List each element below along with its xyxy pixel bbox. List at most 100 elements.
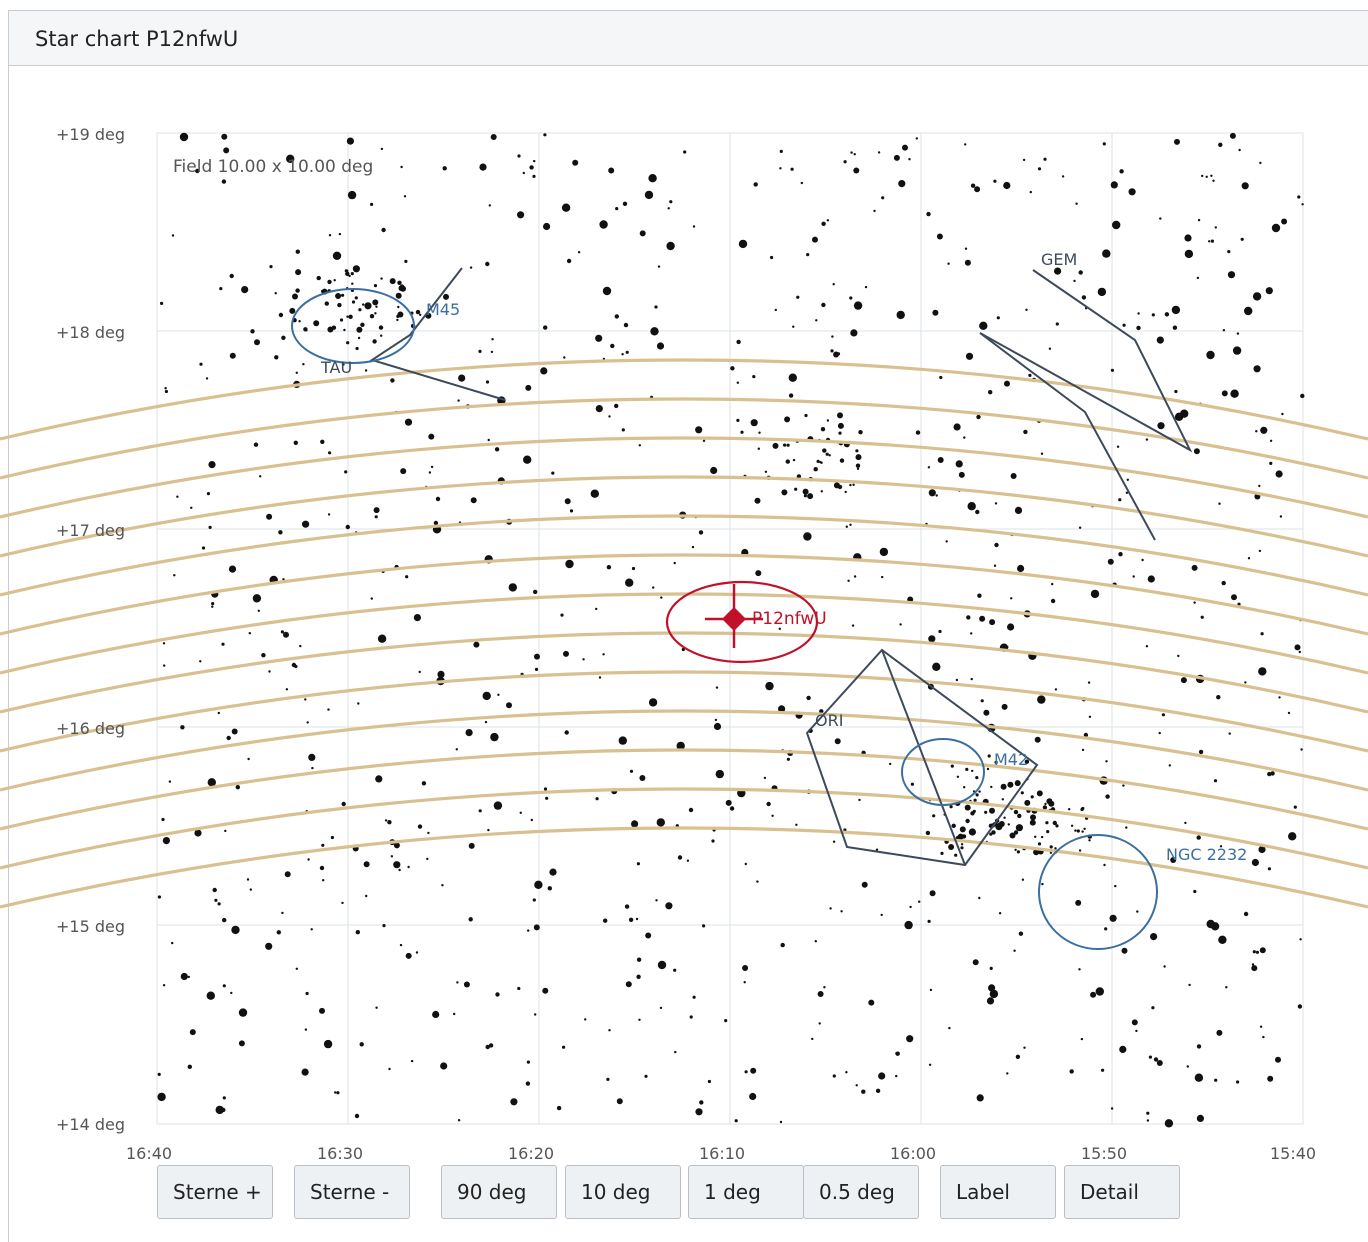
star	[338, 232, 342, 236]
star	[1168, 764, 1172, 767]
star	[1110, 1107, 1114, 1110]
star	[1081, 748, 1085, 752]
star	[936, 233, 943, 240]
star	[221, 179, 227, 184]
star	[457, 399, 460, 402]
star	[1170, 857, 1177, 863]
star	[655, 899, 658, 902]
star	[1198, 749, 1204, 755]
star	[989, 966, 993, 971]
star	[1161, 713, 1165, 717]
star	[977, 593, 982, 598]
star	[259, 475, 262, 478]
stars-minus-button[interactable]: Sterne -	[294, 1165, 410, 1219]
star	[248, 632, 251, 635]
zoom-05-deg-button[interactable]: 0.5 deg	[803, 1165, 919, 1219]
star	[362, 303, 365, 306]
star	[1013, 809, 1019, 815]
star	[994, 502, 998, 505]
star	[1297, 195, 1301, 199]
star	[772, 442, 779, 449]
star	[1007, 623, 1015, 631]
label-button[interactable]: Label	[940, 1165, 1056, 1219]
star	[603, 918, 608, 923]
star	[780, 942, 785, 948]
star	[268, 670, 271, 673]
star	[164, 387, 167, 390]
star	[873, 209, 876, 213]
star	[979, 615, 986, 622]
star	[346, 272, 349, 275]
track-arc	[0, 475, 1368, 558]
star	[659, 1006, 663, 1010]
star	[380, 334, 383, 337]
star	[1042, 805, 1048, 810]
cluster-label-ngc2232: NGC 2232	[1166, 845, 1247, 864]
star	[564, 730, 569, 735]
star	[1052, 820, 1058, 826]
star	[677, 855, 683, 860]
star	[295, 967, 298, 970]
star	[1228, 732, 1231, 735]
star	[932, 309, 939, 316]
star	[845, 525, 848, 528]
star	[543, 222, 551, 231]
star	[839, 458, 845, 463]
star	[1073, 279, 1076, 283]
star	[1141, 558, 1144, 562]
track-arc	[0, 709, 1368, 792]
star	[837, 484, 843, 490]
target-marker[interactable]	[665, 580, 819, 664]
star	[853, 575, 857, 578]
star	[1219, 845, 1223, 848]
star	[543, 787, 548, 791]
star	[599, 220, 608, 229]
star	[547, 886, 552, 891]
star	[173, 574, 176, 577]
star	[928, 489, 936, 497]
star	[738, 239, 748, 249]
star	[836, 352, 841, 356]
star	[965, 352, 974, 360]
star	[363, 861, 370, 868]
star	[189, 1029, 196, 1036]
star	[229, 273, 234, 279]
star	[222, 1096, 226, 1100]
star	[323, 1039, 333, 1049]
star	[351, 300, 356, 304]
star	[868, 999, 875, 1006]
detail-button[interactable]: Detail	[1064, 1165, 1180, 1219]
star	[598, 676, 602, 679]
zoom-90-deg-button[interactable]: 90 deg	[441, 1165, 557, 1219]
track-arc	[0, 514, 1368, 597]
y-tick-14: +14 deg	[56, 1115, 125, 1134]
star	[545, 796, 549, 800]
star	[333, 279, 336, 282]
star	[988, 390, 993, 395]
star	[344, 470, 348, 474]
star	[968, 828, 977, 836]
stars-plus-button[interactable]: Sterne +	[157, 1165, 273, 1219]
star	[433, 520, 439, 526]
star	[966, 615, 971, 620]
star	[898, 180, 906, 188]
star	[397, 280, 402, 285]
star	[843, 160, 847, 164]
star	[711, 839, 715, 843]
zoom-10-deg-button[interactable]: 10 deg	[565, 1165, 681, 1219]
star	[881, 196, 885, 200]
star	[669, 200, 673, 204]
star	[975, 776, 979, 780]
star	[437, 670, 445, 679]
zoom-1-deg-button[interactable]: 1 deg	[688, 1165, 804, 1219]
star	[1090, 991, 1097, 998]
constellation-label-tau: TAU	[320, 358, 352, 377]
star	[1279, 515, 1283, 518]
ngc2232-circle	[1038, 834, 1158, 950]
star	[822, 448, 827, 453]
star	[289, 307, 296, 314]
star-chart[interactable]: Field 10.00 x 10.00 deg +19 deg +18 deg …	[0, 0, 1368, 1160]
star	[157, 895, 161, 899]
star	[624, 904, 630, 909]
star	[674, 1050, 677, 1054]
